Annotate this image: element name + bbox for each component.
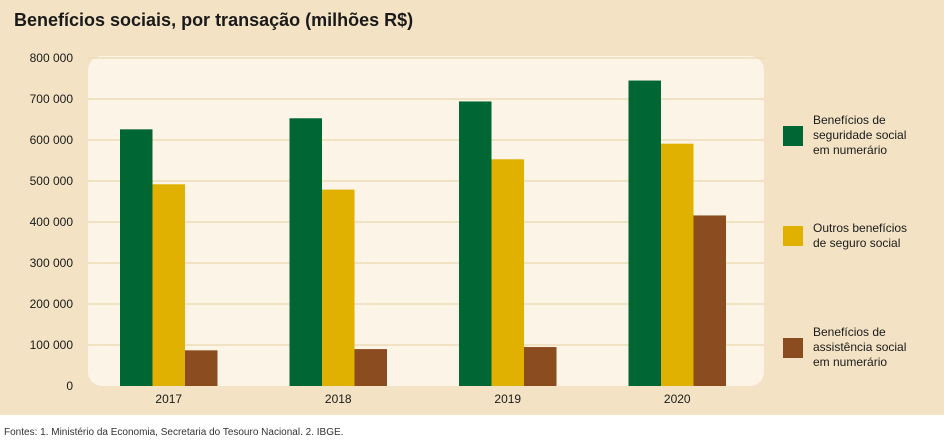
y-axis-ticks: 0 100 000 200 000 300 000 400 000 500 000 600 … xyxy=(30,51,74,393)
legend-label: Benefícios de assistência social em numerá… xyxy=(813,325,907,369)
legend-label: Benefícios de seguridade social em numerár… xyxy=(813,113,907,157)
y-tick-label: 400 000 xyxy=(30,215,74,229)
bar xyxy=(661,143,694,386)
bar xyxy=(628,80,661,387)
bar xyxy=(491,159,524,386)
bar xyxy=(289,118,322,387)
y-tick-label: 300 000 xyxy=(30,256,74,270)
legend-swatch xyxy=(783,125,803,146)
legend-swatch xyxy=(783,226,803,246)
legend-label: Outros benefícios de seguro social xyxy=(813,221,908,250)
x-tick-label: 2017 xyxy=(155,392,182,406)
x-axis-ticks: 2017 2018 2019 2020 xyxy=(155,392,691,406)
bar xyxy=(322,189,355,386)
x-tick-label: 2020 xyxy=(664,392,691,406)
bar-chart: 0 100 000 200 000 300 000 400 000 500 000 600 … xyxy=(30,51,764,406)
y-tick-label: 0 xyxy=(66,379,73,393)
bar xyxy=(185,350,218,386)
bars xyxy=(120,80,726,387)
y-tick-label: 100 000 xyxy=(30,338,74,352)
bar xyxy=(459,101,492,387)
bar xyxy=(693,215,726,386)
y-tick-label: 800 000 xyxy=(30,51,74,65)
bar xyxy=(354,349,387,386)
y-tick-label: 500 000 xyxy=(30,174,74,188)
x-tick-label: 2019 xyxy=(494,392,521,406)
x-tick-label: 2018 xyxy=(325,392,352,406)
bar xyxy=(524,347,557,386)
y-tick-label: 600 000 xyxy=(30,133,74,147)
bar xyxy=(120,129,153,386)
y-tick-label: 700 000 xyxy=(30,92,74,106)
chart-title: Benefícios sociais, por transação (milhõ… xyxy=(14,10,414,30)
source-note: Fontes: 1. Ministério da Economia, Secre… xyxy=(4,427,344,438)
y-tick-label: 200 000 xyxy=(30,297,74,311)
bar xyxy=(152,184,185,386)
legend-swatch xyxy=(783,337,803,358)
